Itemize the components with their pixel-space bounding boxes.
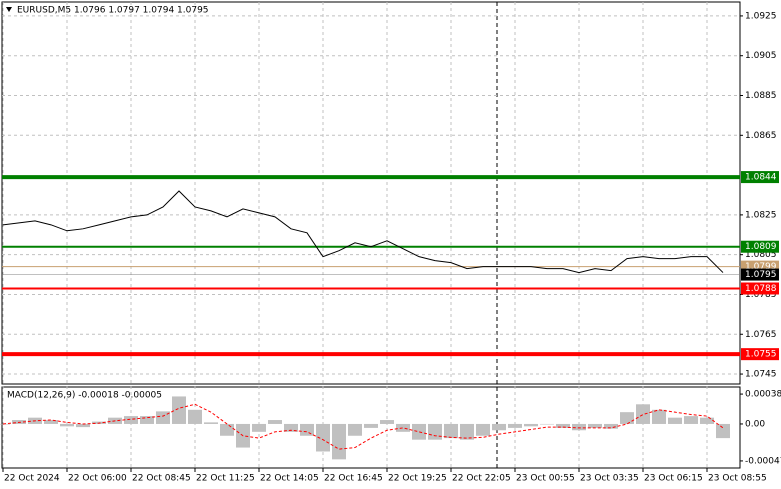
y-tick-label: 1.0905 — [745, 51, 777, 61]
macd-bar — [332, 423, 346, 460]
macd-bar — [60, 423, 74, 427]
macd-bar — [620, 412, 634, 424]
macd-title: MACD(12,26,9) -0.00018 -0.00005 — [7, 391, 162, 401]
chart-title: EURUSD,M5 1.0796 1.0797 1.0794 1.0795 — [17, 6, 209, 16]
macd-bar — [188, 409, 202, 424]
y-tick-label: 1.0765 — [745, 330, 777, 340]
macd-bar — [684, 416, 698, 424]
y-tick-label: 1.0865 — [745, 131, 777, 141]
price-panel — [1, 1, 741, 385]
macd-bar — [524, 423, 538, 427]
macd-bar — [556, 423, 570, 428]
x-tick-label: 22 Oct 2024 — [4, 474, 60, 484]
symbol-marker — [6, 7, 12, 12]
y-tick-label: 1.0805 — [745, 250, 777, 260]
macd-bar — [76, 423, 90, 428]
x-tick-label: 23 Oct 06:15 — [644, 474, 703, 484]
macd-bar — [652, 409, 666, 424]
macd-bar — [492, 423, 506, 431]
macd-bar — [460, 423, 474, 440]
level-tag — [741, 348, 779, 361]
macd-bar — [268, 420, 282, 424]
macd-bar — [476, 423, 490, 436]
level-tag — [741, 240, 779, 253]
level-label: 1.0788 — [745, 284, 777, 294]
y-tick-label: 1.0785 — [745, 290, 777, 300]
macd-bar — [364, 423, 378, 428]
macd-bar — [156, 411, 170, 424]
macd-bar — [716, 423, 730, 439]
macd-bar — [300, 423, 314, 436]
macd-bar — [396, 423, 410, 432]
macd-bar — [508, 423, 522, 428]
macd-bar — [668, 417, 682, 424]
x-tick-label: 22 Oct 22:05 — [452, 474, 511, 484]
signal-line — [2, 403, 724, 450]
macd-bar — [172, 396, 186, 424]
macd-bar — [428, 423, 442, 440]
macd-bar — [284, 423, 298, 432]
y-tick-label: -0.00047 — [745, 456, 781, 466]
macd-bar — [204, 422, 218, 424]
x-tick-label: 23 Oct 08:55 — [708, 474, 767, 484]
macd-bar — [252, 423, 266, 432]
x-tick-label: 22 Oct 06:00 — [68, 474, 127, 484]
level-label: 1.0799 — [745, 262, 777, 272]
x-tick-label: 22 Oct 16:45 — [324, 474, 383, 484]
macd-bar — [124, 416, 138, 424]
y-tick-label: 1.0885 — [745, 91, 777, 101]
macd-bar — [540, 423, 554, 425]
x-tick-label: 22 Oct 08:45 — [132, 474, 191, 484]
price-line — [2, 190, 724, 274]
macd-bar — [604, 423, 618, 429]
macd-bar — [44, 420, 58, 424]
macd-bar — [412, 423, 426, 440]
macd-bar — [444, 423, 458, 439]
y-tick-label: 0.00038 — [745, 390, 781, 400]
x-tick-label: 22 Oct 11:25 — [196, 474, 255, 484]
macd-bar — [348, 423, 362, 436]
macd-bar — [380, 420, 394, 424]
level-label: 1.0809 — [745, 242, 777, 252]
level-label: 1.0755 — [745, 350, 777, 360]
level-tag — [741, 282, 779, 295]
macd-bar — [588, 423, 602, 428]
macd-panel — [1, 386, 741, 469]
x-tick-label: 22 Oct 19:25 — [388, 474, 447, 484]
level-tag — [741, 171, 779, 184]
level-label: 1.0844 — [745, 173, 777, 183]
x-tick-label: 23 Oct 03:35 — [580, 474, 639, 484]
macd-bar — [220, 423, 234, 436]
last-price-tag — [741, 268, 779, 281]
macd-bar — [636, 404, 650, 424]
macd-bar — [572, 423, 586, 431]
y-tick-label: 1.0825 — [745, 210, 777, 220]
last-price-label: 1.0795 — [745, 270, 777, 280]
macd-bar — [700, 417, 714, 424]
x-tick-label: 23 Oct 00:55 — [516, 474, 575, 484]
y-tick-label: 0.00 — [745, 419, 765, 429]
y-tick-label: 1.0745 — [745, 370, 777, 380]
macd-bar — [140, 416, 154, 424]
macd-bar — [316, 423, 330, 452]
y-tick-label: 1.0925 — [745, 11, 777, 21]
x-tick-label: 22 Oct 14:05 — [260, 474, 319, 484]
